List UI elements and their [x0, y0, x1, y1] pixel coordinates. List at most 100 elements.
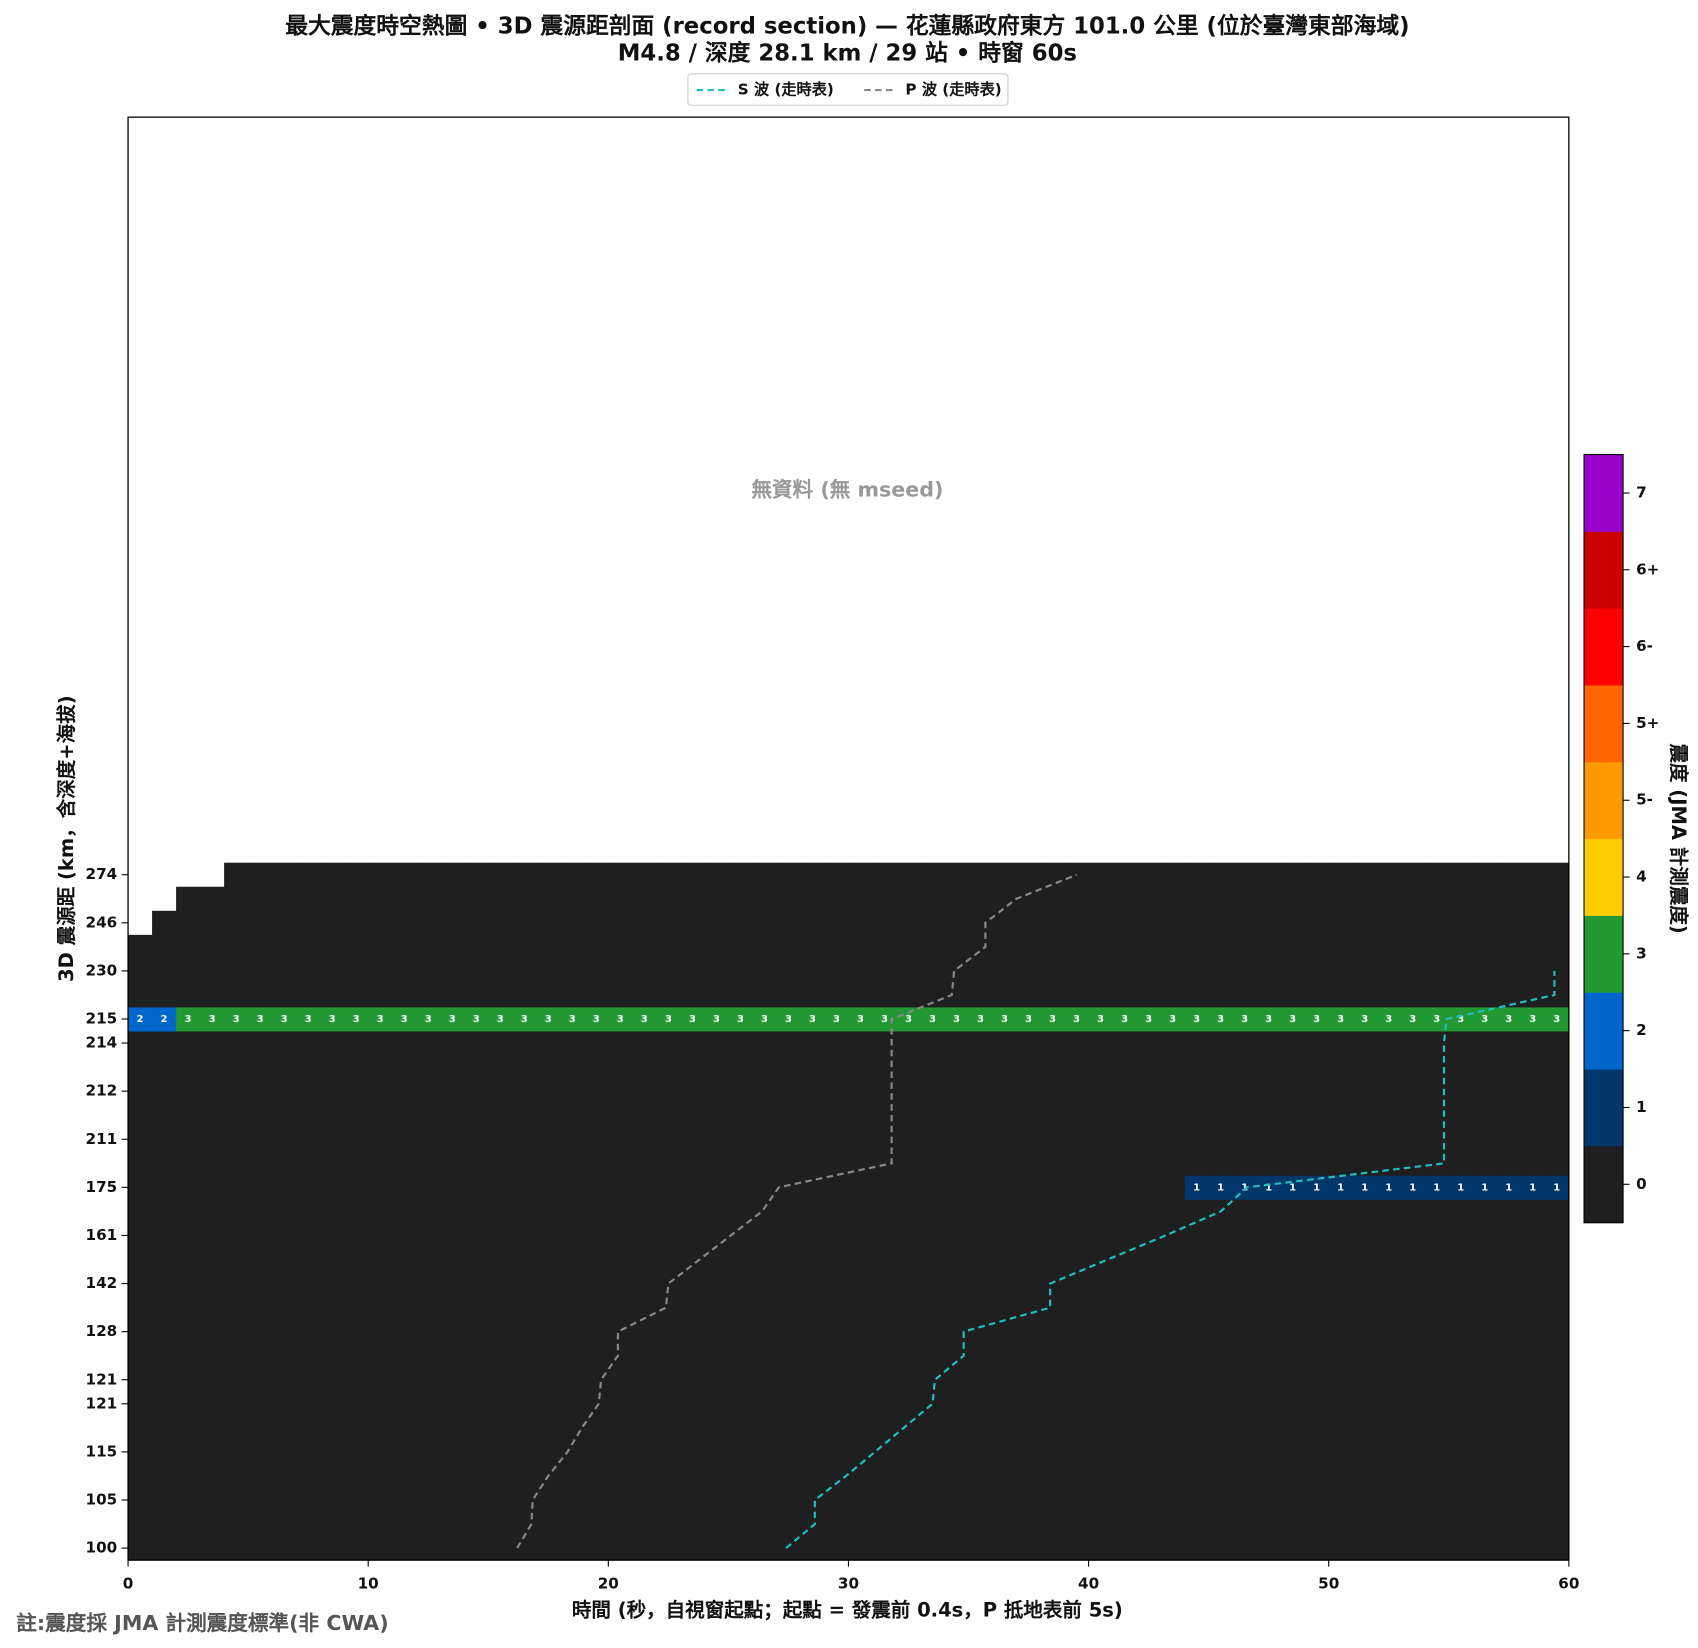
- heatmap-cell: [512, 1127, 537, 1152]
- heatmap-cell: [920, 1031, 945, 1056]
- heatmap-cell: [272, 1415, 297, 1441]
- heatmap-cell: [1256, 1079, 1282, 1104]
- heatmap-cell: [536, 1319, 561, 1345]
- heatmap-cell: [1400, 1079, 1426, 1104]
- heatmap-cell: [488, 958, 513, 984]
- cell-labels: 1 1 1 1 1 1 1 1 1 1 1 1 1 1 1 12 2 3 3 3 3 3 3 3 3 3 3 3 3 3 3 3 3 3 3 3 3 3 3…: [137, 1014, 1561, 1193]
- heatmap-cell: [1040, 1415, 1066, 1441]
- heatmap-cell: [1160, 1343, 1186, 1369]
- heatmap-cell: [200, 1103, 225, 1128]
- heatmap-cell: [128, 1391, 153, 1417]
- heatmap-cell: [152, 1175, 177, 1200]
- heatmap-cell: [800, 1127, 825, 1152]
- heatmap-cell: [896, 1391, 921, 1417]
- heatmap-cell: [1472, 1295, 1498, 1321]
- heatmap-cell: [992, 1295, 1017, 1321]
- heatmap-cell: [1400, 1247, 1426, 1272]
- heatmap-cell: [1184, 1463, 1210, 1489]
- heatmap-cell: [776, 1463, 801, 1489]
- heatmap-cell: [1304, 1343, 1330, 1369]
- heatmap-cell: [176, 1103, 201, 1128]
- heatmap-cell: [1448, 862, 1474, 888]
- heatmap-cell: [440, 1536, 465, 1561]
- heatmap-cell: [656, 886, 681, 912]
- heatmap-cell: [1064, 1536, 1090, 1561]
- heatmap-cell: [1184, 862, 1210, 888]
- heatmap-cell: [200, 1415, 225, 1441]
- heatmap-cell: [1304, 1127, 1330, 1152]
- heatmap-cell: [752, 1536, 777, 1561]
- heatmap-cell: [872, 862, 897, 888]
- heatmap-cell: [776, 1223, 801, 1248]
- heatmap-cell: [560, 1295, 585, 1321]
- heatmap-cell: [344, 1006, 369, 1032]
- heatmap-cell: [872, 1343, 897, 1369]
- cell-label: 3: [1169, 1014, 1176, 1025]
- colorbar-segment: [1584, 1069, 1624, 1147]
- heatmap-cell: [1040, 1463, 1066, 1489]
- heatmap-cell: [1160, 1536, 1186, 1561]
- heatmap-cell: [1520, 1439, 1546, 1465]
- heatmap-cell: [128, 1343, 153, 1369]
- heatmap-cell: [1424, 1367, 1450, 1393]
- heatmap-cell: [584, 982, 609, 1008]
- heatmap-cell: [512, 1487, 537, 1513]
- heatmap-cell: [1112, 1055, 1138, 1080]
- heatmap-cell: [224, 1295, 249, 1321]
- heatmap-cell: [1424, 1295, 1450, 1321]
- heatmap-cell: [1256, 1247, 1282, 1272]
- heatmap-cell: [200, 1151, 225, 1176]
- heatmap-cell: [608, 1151, 633, 1176]
- heatmap-cell: [416, 958, 441, 984]
- heatmap-cell: [1328, 1151, 1354, 1176]
- heatmap-cell: [1472, 1031, 1498, 1056]
- heatmap-cell: [1040, 1127, 1066, 1152]
- heatmap-cell: [1376, 934, 1402, 960]
- heatmap-cell: [152, 1512, 177, 1537]
- heatmap-cell: [248, 1343, 273, 1369]
- heatmap-cell: [1112, 1463, 1138, 1489]
- heatmap-cell: [368, 1247, 393, 1272]
- heatmap-cell: [1064, 1295, 1090, 1321]
- heatmap-cell: [944, 1079, 969, 1104]
- heatmap-cell: [656, 1439, 681, 1465]
- heatmap-cell: [1064, 1247, 1090, 1272]
- heatmap-cell: [968, 1319, 993, 1345]
- heatmap-cell: [1424, 982, 1450, 1008]
- heatmap-cell: [512, 910, 537, 936]
- heatmap-cell: [1112, 958, 1138, 984]
- y-axis-label: 3D 震源距 (km，含深度+海拔): [55, 695, 78, 982]
- heatmap-cell: [1064, 1199, 1090, 1224]
- heatmap-cell: [296, 1487, 321, 1513]
- heatmap-cell: [1520, 1487, 1546, 1513]
- heatmap-cell: [1136, 1536, 1162, 1561]
- heatmap-cell: [1400, 1199, 1426, 1224]
- heatmap-cell: [200, 1175, 225, 1200]
- heatmap-cell: [176, 1223, 201, 1248]
- colorbar-tick-label: 5+: [1636, 714, 1659, 732]
- heatmap-cell: [416, 1343, 441, 1369]
- heatmap-cell: [1328, 1391, 1354, 1417]
- heatmap-cell: [1304, 1079, 1330, 1104]
- heatmap-cell: [1088, 1367, 1114, 1393]
- heatmap-cell: [728, 1367, 753, 1393]
- heatmap-cell: [944, 886, 969, 912]
- heatmap-cell: [296, 1439, 321, 1465]
- heatmap-cell: [944, 1199, 969, 1224]
- heatmap-cell: [1208, 1439, 1234, 1465]
- heatmap-cell: [272, 886, 297, 912]
- heatmap-cell: [368, 1271, 393, 1297]
- heatmap-cell: [368, 1487, 393, 1513]
- heatmap-cell: [992, 1006, 1017, 1032]
- heatmap-cell: [800, 1271, 825, 1297]
- heatmap-cell: [1280, 1031, 1306, 1056]
- heatmap-cell: [1472, 958, 1498, 984]
- cell-label: 3: [1289, 1014, 1296, 1025]
- heatmap-cell: [344, 1055, 369, 1080]
- cell-label: 3: [665, 1014, 672, 1025]
- heatmap-cell: [1040, 1103, 1066, 1128]
- heatmap-cell: [488, 1367, 513, 1393]
- heatmap-cell: [848, 1223, 873, 1248]
- heatmap-cell: [1016, 1199, 1041, 1224]
- colorbar-tick-label: 6-: [1636, 637, 1653, 655]
